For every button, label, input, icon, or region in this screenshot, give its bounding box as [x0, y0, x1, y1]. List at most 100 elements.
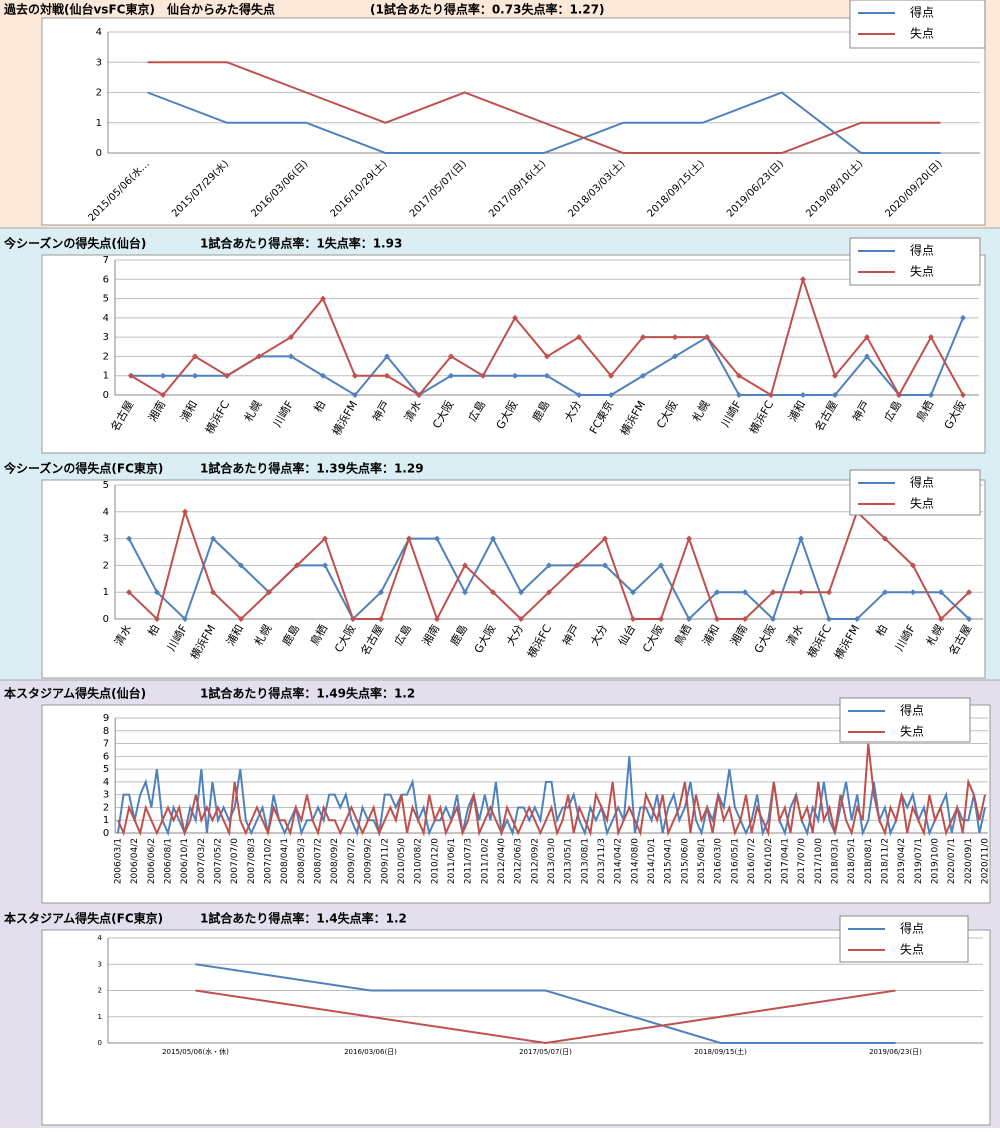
chart-subtitle: 1試合あたり得点率：1.4失点率：1.2: [200, 911, 407, 926]
x-tick-label: 2007/08/3: [247, 838, 257, 884]
point-marker: [798, 535, 804, 542]
point-marker: [770, 616, 776, 622]
x-tick-label: 2019/07/1: [914, 838, 924, 884]
chart: 今シーズンの得失点(FC東京) 1試合あたり得点率：1.39失点率：1.29 0 1 2…: [3, 461, 986, 679]
point-marker: [736, 392, 742, 398]
point-marker: [960, 314, 966, 321]
y-tick-label: 0: [103, 614, 109, 625]
point-marker: [294, 562, 300, 569]
point-marker: [864, 353, 870, 360]
y-tick-label: 5: [103, 294, 109, 305]
point-marker: [126, 589, 132, 596]
point-marker: [350, 616, 356, 622]
point-marker: [630, 616, 636, 622]
point-marker: [406, 535, 412, 542]
point-marker: [640, 334, 646, 341]
point-marker: [448, 353, 454, 360]
x-tick-label: 2018/08/1: [864, 838, 874, 884]
chart-subtitle: 1試合あたり得点率：1.49失点率：1.2: [200, 686, 415, 701]
point-marker: [462, 589, 468, 596]
chart-title: 今シーズンの得失点(仙台): [3, 236, 146, 251]
point-marker: [322, 562, 328, 569]
x-tick-label: 2018/03/1: [830, 838, 840, 884]
y-tick-label: 6: [103, 751, 109, 762]
x-tick-label: 2016/05/1: [730, 838, 740, 884]
x-tick-label: 2007/10/2: [264, 838, 274, 884]
point-marker: [672, 334, 678, 341]
point-marker: [322, 535, 328, 542]
chart: 本スタジアム得失点(FC東京) 1試合あたり得点率：1.4失点率：1.2 0 1 2 3 4…: [4, 911, 991, 1126]
point-marker: [434, 616, 440, 622]
x-tick-label: 2015/05/06(水・休): [162, 1047, 229, 1056]
point-marker: [288, 353, 294, 360]
x-tick-label: 2006/06/2: [147, 838, 157, 884]
point-marker: [490, 535, 496, 542]
x-tick-label: 2019/10/0: [930, 838, 940, 884]
x-tick-label: 2017/05/07(日): [519, 1048, 572, 1056]
point-marker: [480, 372, 486, 379]
x-tick-label: 2015/08/1: [697, 838, 707, 884]
chart-title: 本スタジアム得失点(FC東京): [4, 911, 163, 926]
y-tick-label: 2: [98, 987, 102, 995]
legend-box: [849, 469, 981, 516]
point-marker: [826, 589, 832, 596]
point-marker: [238, 616, 244, 622]
x-tick-label: 2019/04/2: [897, 838, 907, 884]
legend-box: [849, 237, 981, 286]
y-tick-label: 4: [103, 777, 109, 788]
point-marker: [742, 589, 748, 596]
point-marker: [960, 392, 966, 398]
x-tick-label: 2009/11/2: [380, 838, 390, 884]
x-tick-label: 2014/08/0: [630, 838, 640, 884]
point-marker: [768, 392, 774, 398]
x-tick-label: 2008/05/3: [297, 838, 307, 884]
x-tick-label: 2020/09/1: [964, 838, 974, 884]
point-marker: [320, 295, 326, 302]
x-tick-label: 2019/06/23(日): [869, 1048, 922, 1056]
x-tick-label: 2009/07/2: [347, 838, 357, 884]
x-tick-label: 2014/10/1: [647, 838, 657, 884]
point-marker: [518, 589, 524, 596]
point-marker: [832, 392, 838, 398]
y-tick-label: 8: [103, 726, 109, 737]
x-tick-label: 2007/03/2: [197, 838, 207, 884]
point-marker: [238, 562, 244, 569]
point-marker: [736, 372, 742, 379]
y-tick-label: 4: [98, 934, 103, 942]
point-marker: [544, 353, 550, 360]
x-tick-label: 2008/09/2: [330, 838, 340, 884]
y-tick-label: 2: [103, 351, 109, 362]
point-marker: [288, 334, 294, 341]
point-marker: [832, 372, 838, 379]
point-marker: [742, 616, 748, 622]
y-tick-label: 3: [98, 960, 102, 968]
y-tick-label: 1: [98, 1013, 102, 1021]
point-marker: [938, 616, 944, 622]
x-tick-label: 2014/04/2: [614, 838, 624, 884]
point-marker: [800, 392, 806, 398]
x-tick-label: 2008/04/1: [280, 838, 290, 884]
point-marker: [686, 535, 692, 542]
legend-label: 失点: [910, 264, 934, 279]
point-marker: [256, 353, 262, 360]
point-marker: [602, 535, 608, 542]
x-tick-label: 2016/10/2: [764, 838, 774, 884]
legend-label: 失点: [910, 26, 934, 41]
point-marker: [320, 372, 326, 379]
y-tick-label: 3: [103, 332, 109, 343]
point-marker: [154, 616, 160, 622]
chart: 今シーズンの得失点(仙台) 1試合あたり得点率：1失点率：1.93 0 1 2 3 4 5 6 7…: [3, 236, 986, 454]
point-marker: [608, 372, 614, 379]
x-tick-label: 2010/05/0: [397, 838, 407, 884]
y-tick-label: 1: [103, 371, 109, 382]
legend-label: 得点: [900, 921, 924, 936]
point-marker: [160, 392, 166, 398]
chart-title: 今シーズンの得失点(FC東京): [3, 461, 163, 476]
point-marker: [854, 616, 860, 622]
y-tick-label: 2: [103, 560, 109, 571]
y-tick-label: 0: [98, 1039, 102, 1047]
point-marker: [546, 589, 552, 596]
point-marker: [966, 589, 972, 596]
legend-label: 得点: [910, 5, 934, 20]
x-tick-label: 2009/09/2: [364, 838, 374, 884]
